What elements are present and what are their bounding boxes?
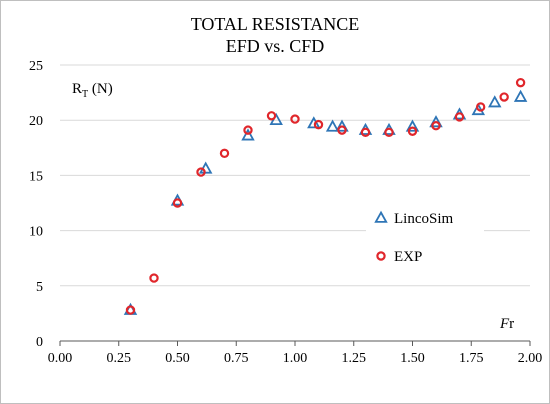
data-point-lincosim	[488, 95, 502, 108]
data-point-exp	[384, 127, 394, 138]
y-axis-label-unit: (N)	[88, 81, 113, 97]
data-point-lincosim	[405, 119, 420, 132]
data-point-exp	[219, 148, 230, 159]
chart-title-line-1: TOTAL RESISTANCE	[191, 14, 360, 34]
y-tick-label: 15	[29, 169, 43, 184]
data-point-lincosim	[335, 119, 349, 132]
x-tick-label: 1.75	[459, 351, 484, 366]
data-point-exp	[243, 125, 253, 135]
x-tick-label: 1.25	[342, 351, 367, 366]
x-axis-label-rest: r	[509, 316, 514, 332]
x-tick-label: 2.00	[518, 351, 543, 366]
data-series	[123, 77, 528, 315]
legend-marker-lincosim	[374, 210, 388, 223]
chart-title-line-2: EFD vs. CFD	[226, 36, 325, 56]
axes	[59, 340, 531, 346]
y-axis-label-subscript: T	[82, 89, 88, 100]
data-point-lincosim	[513, 89, 528, 102]
legend-box	[366, 196, 484, 276]
x-axis-label: Fr	[499, 316, 514, 332]
data-point-exp	[407, 126, 418, 136]
legend-marker-exp	[376, 251, 386, 261]
x-tick-label: 0.00	[48, 351, 73, 366]
y-tick-label: 5	[36, 280, 43, 295]
x-tick-label: 1.00	[283, 351, 308, 366]
x-tick-label: 0.75	[224, 351, 249, 366]
data-point-exp	[431, 121, 441, 131]
data-point-exp	[499, 92, 509, 102]
series-exp	[125, 77, 526, 315]
data-point-exp	[290, 114, 300, 124]
data-point-lincosim	[241, 128, 255, 141]
y-axis-label: RT (N)	[72, 81, 113, 100]
data-point-lincosim	[429, 115, 443, 128]
y-tick-label: 25	[29, 59, 43, 74]
x-tick-label: 1.50	[400, 351, 425, 366]
data-point-exp	[172, 198, 183, 208]
data-point-exp	[360, 127, 371, 138]
x-tick-labels: 0.00 0.25 0.50 0.75 1.00 1.25 1.50 1.75 2.00	[48, 351, 543, 366]
data-point-exp	[475, 102, 486, 112]
y-axis-label-main: R	[72, 81, 82, 97]
y-tick-labels: 0 5 10 15 20 25	[29, 59, 43, 350]
y-tick-label: 10	[29, 225, 43, 240]
y-tick-label: 0	[36, 335, 43, 350]
data-point-exp	[515, 77, 526, 88]
data-point-exp	[149, 273, 159, 283]
data-point-exp	[454, 112, 465, 122]
legend-label-lincosim: LincoSim	[394, 211, 453, 227]
legend: LincoSim EXP	[366, 196, 484, 276]
data-point-exp	[196, 167, 206, 177]
data-point-exp	[337, 125, 347, 135]
x-axis-label-main: F	[499, 316, 510, 332]
x-tick-label: 0.50	[165, 351, 190, 366]
legend-label-exp: EXP	[394, 249, 422, 265]
x-tick-label: 0.25	[107, 351, 132, 366]
data-point-lincosim	[325, 119, 340, 132]
y-tick-label: 20	[29, 114, 43, 129]
data-point-exp	[125, 305, 136, 315]
data-point-exp	[313, 119, 324, 130]
data-point-exp	[266, 111, 277, 121]
